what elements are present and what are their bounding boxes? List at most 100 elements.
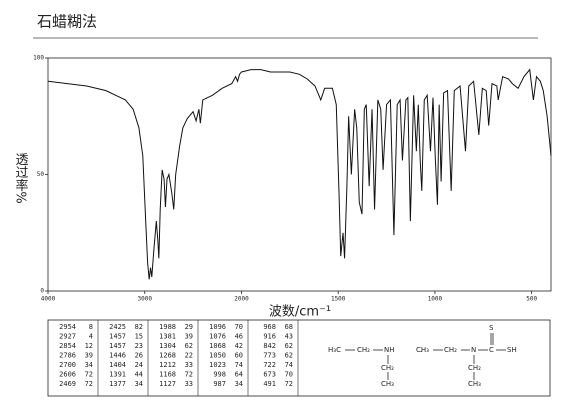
peak-transmittance: 62 [285, 352, 293, 360]
peak-transmittance: 33 [185, 361, 193, 369]
peak-transmittance: 29 [185, 323, 193, 331]
chart-title: 石蜡糊法 [37, 13, 97, 31]
atom-label: CH₂ [357, 346, 370, 354]
peak-wavenumber: 1377 [109, 380, 126, 388]
peak-wavenumber: 2425 [109, 323, 126, 331]
peak-transmittance: 62 [185, 342, 193, 350]
separator: · [420, 348, 422, 356]
y-tick-label: 100 [33, 55, 44, 62]
peak-wavenumber: 1127 [159, 380, 176, 388]
spectrum-line [47, 68, 552, 280]
peak-wavenumber: 987 [213, 380, 226, 388]
peak-transmittance: 34 [135, 380, 143, 388]
atom-label: NH [384, 346, 395, 354]
peak-transmittance: 60 [235, 352, 243, 360]
peak-transmittance: 12 [85, 342, 93, 350]
peak-transmittance: 64 [235, 371, 243, 379]
peak-wavenumber: 1076 [209, 333, 226, 341]
peak-wavenumber: 1168 [159, 371, 176, 379]
peak-transmittance: 23 [135, 342, 143, 350]
peak-transmittance: 70 [285, 371, 293, 379]
atom-label: CH₂ [444, 346, 457, 354]
peak-wavenumber: 1212 [159, 361, 176, 369]
peak-wavenumber: 1457 [109, 333, 126, 341]
peak-wavenumber: 1391 [109, 371, 126, 379]
peak-transmittance: 72 [85, 380, 93, 388]
peak-wavenumber: 1446 [109, 352, 126, 360]
peak-wavenumber: 2927 [59, 333, 76, 341]
peak-wavenumber: 968 [263, 323, 276, 331]
peak-transmittance: 42 [235, 342, 243, 350]
x-tick-label: 500 [526, 296, 537, 303]
peak-transmittance: 72 [285, 380, 293, 388]
peak-wavenumber: 1304 [159, 342, 176, 350]
y-tick-label: 0 [40, 288, 44, 295]
structure [345, 333, 506, 380]
x-tick-label: 3000 [138, 296, 153, 303]
peak-wavenumber: 2786 [59, 352, 76, 360]
peak-transmittance: 46 [235, 333, 243, 341]
peak-transmittance: 62 [285, 342, 293, 350]
atom-label: N [471, 346, 476, 354]
peak-wavenumber: 1457 [109, 342, 126, 350]
peak-wavenumber: 842 [263, 342, 276, 350]
atom-label: CH₂ [468, 364, 481, 372]
peak-wavenumber: 1381 [159, 333, 176, 341]
peak-transmittance: 39 [85, 352, 93, 360]
peak-transmittance: 39 [185, 333, 193, 341]
peak-wavenumber: 1988 [159, 323, 176, 331]
peak-wavenumber: 2700 [59, 361, 76, 369]
peak-wavenumber: 773 [263, 352, 276, 360]
peak-wavenumber: 1268 [159, 352, 176, 360]
peak-transmittance: 72 [85, 371, 93, 379]
atom-label: H₃C [328, 346, 341, 354]
peak-wavenumber: 1050 [209, 352, 226, 360]
x-axis-label: 波数/cm⁻¹ [269, 305, 331, 320]
peak-transmittance: 44 [135, 371, 143, 379]
peak-wavenumber: 2606 [59, 371, 76, 379]
peak-transmittance: 8 [89, 323, 93, 331]
y-axis-label: 透过率% [13, 152, 29, 203]
x-tick-label: 2000 [234, 296, 249, 303]
atom-label: SH [507, 346, 517, 354]
atom-label: C [489, 346, 494, 354]
peak-transmittance: 15 [135, 333, 143, 341]
atom-label: CH₂ [381, 364, 394, 372]
peak-wavenumber: 491 [263, 380, 276, 388]
table-frame [47, 319, 551, 397]
peak-wavenumber: 1068 [209, 342, 226, 350]
x-tick-label: 1500 [331, 296, 346, 303]
x-tick-label: 4000 [41, 296, 56, 303]
peak-transmittance: 24 [135, 361, 143, 369]
peak-transmittance: 68 [285, 323, 293, 331]
atom-label: CH₃ [416, 346, 429, 354]
peak-wavenumber: 2854 [59, 342, 76, 350]
plot-frame [47, 57, 552, 292]
peak-transmittance: 34 [85, 361, 93, 369]
y-tick-label: 50 [37, 171, 45, 178]
peak-wavenumber: 1096 [209, 323, 226, 331]
peak-transmittance: 33 [185, 380, 193, 388]
peak-transmittance: 82 [135, 323, 143, 331]
peak-transmittance: 74 [285, 361, 293, 369]
peak-wavenumber: 998 [213, 371, 226, 379]
peak-transmittance: 22 [185, 352, 193, 360]
peak-wavenumber: 916 [263, 333, 276, 341]
peak-transmittance: 34 [235, 380, 243, 388]
peak-transmittance: 74 [235, 361, 243, 369]
peak-transmittance: 72 [185, 371, 193, 379]
peak-wavenumber: 722 [263, 361, 276, 369]
peak-transmittance: 26 [135, 352, 143, 360]
peak-wavenumber: 1404 [109, 361, 126, 369]
peak-wavenumber: 1023 [209, 361, 226, 369]
peak-wavenumber: 673 [263, 371, 276, 379]
peak-wavenumber: 2954 [59, 323, 76, 331]
atom-label: CH₃ [381, 380, 394, 388]
peak-transmittance: 43 [285, 333, 293, 341]
peak-transmittance: 4 [89, 333, 93, 341]
atom-label: CH₃ [468, 380, 481, 388]
peak-wavenumber: 2469 [59, 380, 76, 388]
atom-label: S [489, 324, 494, 332]
peak-transmittance: 70 [235, 323, 243, 331]
